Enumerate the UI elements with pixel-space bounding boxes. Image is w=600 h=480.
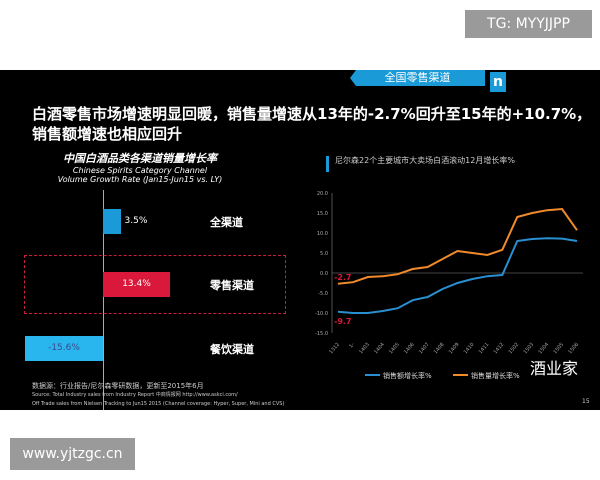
bar-1: 13.4%: [103, 272, 170, 297]
x-tick-label: 1503: [522, 342, 535, 356]
bar-chart-subtitle-2: Volume Growth Rate (Jan15-Jun15 vs. LY): [57, 175, 223, 184]
y-tick-label: 0.0: [320, 271, 328, 277]
y-tick-label: -5.0: [318, 291, 328, 297]
x-tick-label: 1506: [567, 342, 580, 356]
source-line-3: Off Trade sales from Nielsen Tracking to…: [32, 401, 285, 407]
series-line-1: [337, 207, 578, 285]
source-line-1: 数据源：行业报告/尼尔森零研数据，更新至2015年6月: [32, 382, 204, 390]
y-tick-label: 10.0: [317, 231, 328, 237]
annotation-label: -9.7: [334, 317, 352, 326]
x-tick-label: 1409: [448, 342, 461, 356]
section-tag: 全国零售渠道: [350, 70, 485, 86]
y-tick-label: -10.0: [315, 311, 328, 317]
bar-value-label: 13.4%: [122, 279, 151, 289]
x-tick-label: 1404: [373, 342, 386, 356]
category-label: 零售渠道: [210, 279, 254, 292]
x-tick-label: 1312: [328, 342, 341, 356]
bar-axis: [103, 190, 104, 410]
x-tick-label: 1406: [403, 342, 416, 356]
highlight-box: [24, 255, 286, 314]
source-line-2: Source: Total Industry sales from Indust…: [32, 392, 238, 398]
x-tick-label: 1407: [418, 342, 431, 356]
site-badge: www.yjtzgc.cn: [10, 438, 135, 470]
category-label: 餐饮渠道: [210, 343, 254, 356]
bar-chart-subtitle-1: Chinese Spirits Category Channel: [72, 166, 208, 175]
y-tick-label: 15.0: [317, 211, 328, 217]
x-tick-label: 1408: [433, 342, 446, 356]
line-chart-title: 尼尔森22个主要城市大卖场白酒滚动12月增长率%: [326, 156, 515, 172]
bar-chart-title: 中国白酒品类各渠道销量增长率 Chinese Spirits Category …: [40, 150, 240, 184]
bar-value-label: 3.5%: [124, 216, 148, 226]
page-number: 15: [582, 398, 590, 405]
watermark: 酒业家: [530, 359, 579, 378]
x-tick-label: 1502: [508, 342, 521, 356]
headline: 白酒零售市场增速明显回暖，销售量增速从13年的-2.7%回升至15年的+10.7…: [32, 105, 592, 143]
bar-value-label: -15.6%: [48, 343, 80, 353]
x-tick-label: 1405: [388, 342, 401, 356]
annotation-label: -2.7: [334, 273, 352, 282]
y-tick-label: -15.0: [315, 331, 328, 337]
tg-badge: TG: MYYJJPP: [465, 10, 592, 38]
y-tick-label: 5.0: [320, 251, 328, 257]
bar-0: 3.5%: [103, 209, 147, 234]
x-tick-label: 1-: [348, 342, 356, 350]
x-tick-label: 1410: [463, 342, 476, 356]
bar-2: -15.6%: [25, 336, 103, 361]
legend-label: 销售量增长率%: [471, 371, 520, 380]
bar-chart-title-cn: 中国白酒品类各渠道销量增长率: [63, 152, 217, 165]
slide: 全国零售渠道 n 白酒零售市场增速明显回暖，销售量增速从13年的-2.7%回升至…: [0, 70, 600, 410]
y-tick-label: 20.0: [317, 191, 328, 197]
nielsen-logo: n: [490, 72, 506, 92]
x-tick-label: 1505: [552, 342, 565, 356]
x-tick-label: 1412: [493, 342, 506, 356]
category-label: 全渠道: [210, 216, 243, 229]
series-line-0: [337, 237, 578, 314]
source-note: 数据源：行业报告/尼尔森零研数据，更新至2015年6月 Source: Tota…: [32, 382, 284, 409]
x-tick-label: 1403: [358, 342, 371, 356]
x-tick-label: 1411: [478, 342, 491, 356]
legend-label: 销售额增长率%: [383, 371, 432, 380]
x-tick-label: 1504: [537, 342, 550, 356]
